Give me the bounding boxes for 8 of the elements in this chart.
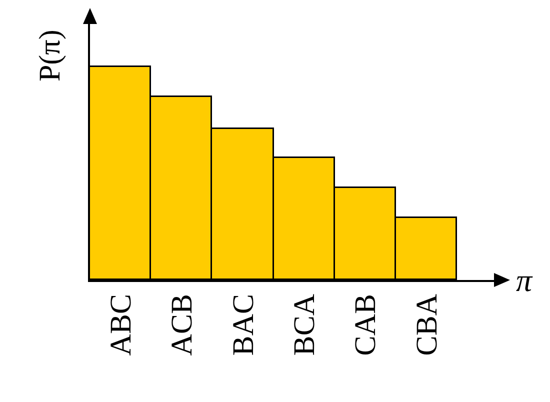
x-tick-label: BCA [288,294,321,356]
x-tick-label: ABC [104,294,138,356]
y-axis-title: P(π) [34,30,66,82]
x-tick-label: CAB [349,294,382,356]
x-tick-label: BAC [226,294,260,356]
x-axis-title: π [516,262,533,298]
x-tick-label: CBA [410,294,444,356]
x-tick-label: ACB [166,294,199,356]
